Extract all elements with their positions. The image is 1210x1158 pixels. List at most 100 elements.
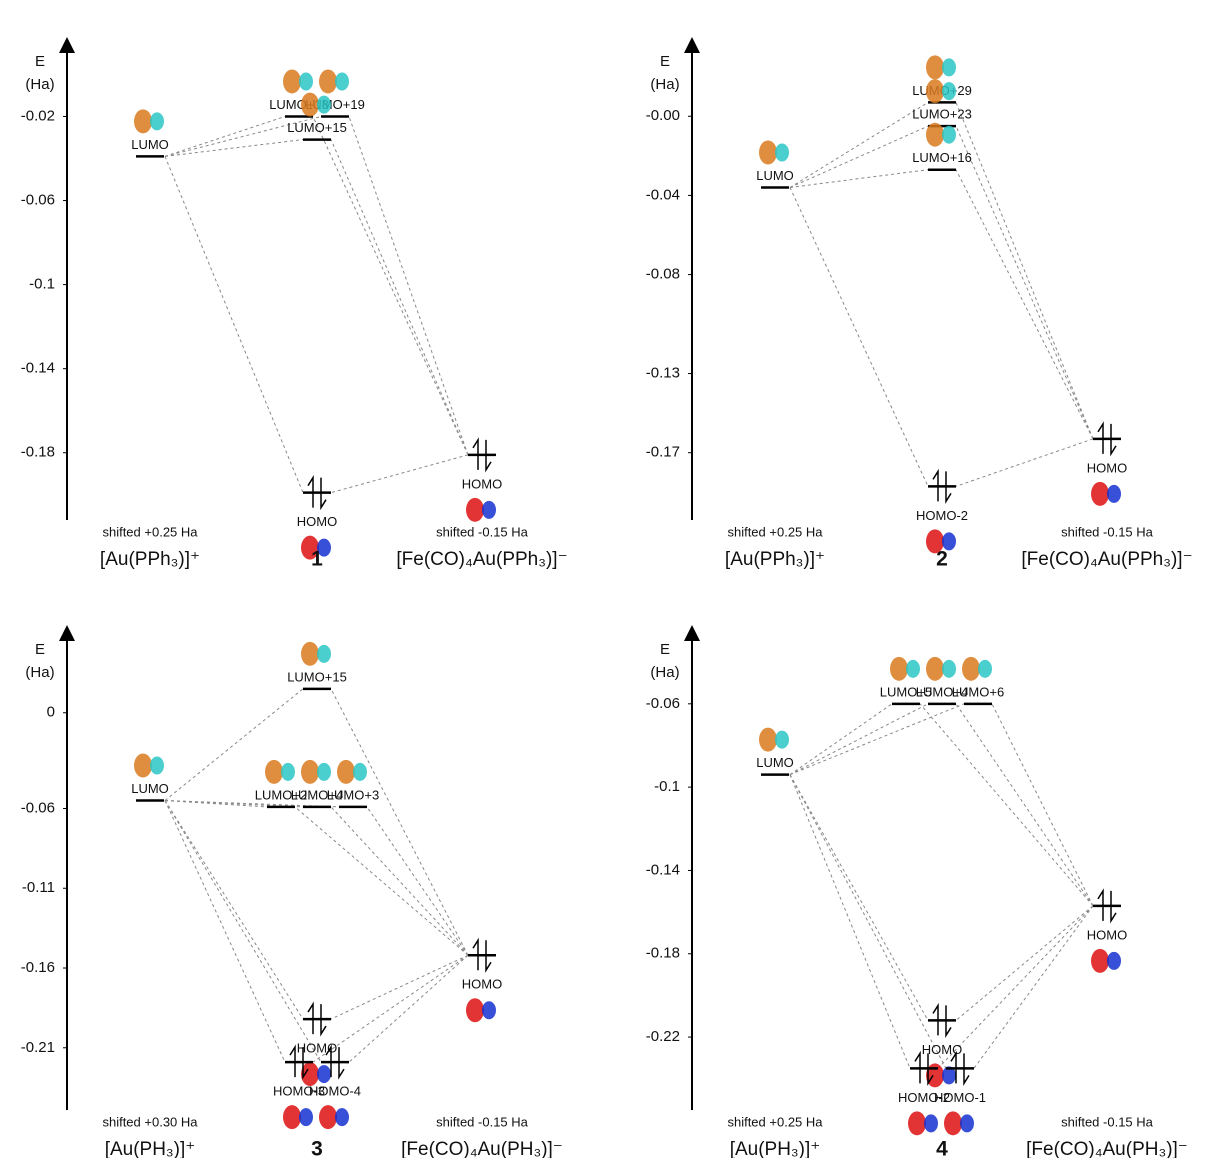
shift-note: shifted +0.30 Ha [102,1114,198,1129]
level-label: HOMO [1087,927,1127,942]
correlation-line [367,807,468,955]
level-label: HOMO [1087,460,1127,475]
orbital-lobe [335,72,349,90]
orbital-lobe [942,126,956,144]
orbital-lobe [283,1105,301,1129]
axis-unit: (Ha) [25,76,54,93]
y-tick-label: -0.17 [646,444,680,461]
orbital-lobe [134,754,152,778]
level-label: HOMO [462,977,502,992]
correlation-line [790,775,946,1069]
orbital-lobe [890,657,908,681]
y-tick-label: -0.18 [646,945,680,962]
y-tick-label: -0.14 [21,360,55,377]
y-tick-label: -0.08 [646,266,680,283]
complex-number: 3 [311,1138,323,1158]
orbital-lobe [317,645,331,663]
orbital-lobe [466,998,484,1022]
shift-note: shifted +0.25 Ha [102,524,198,539]
orbital-lobe [759,728,777,752]
complex-number: 1 [311,548,323,571]
correlation-line [331,807,468,955]
orbital-lobe [301,642,319,666]
correlation-line [974,906,1093,1068]
y-tick-label: -0.1 [29,276,55,293]
fragment-name: [Fe(CO)₄Au(PH₃)]⁻ [401,1139,563,1158]
correlation-line [165,801,321,1063]
orbital-lobe [926,79,944,103]
fragment-name: [Au(PH₃)]⁺ [730,1139,821,1158]
correlation-line [313,116,468,454]
orbital-lobe [319,1105,337,1129]
orbital-lobe [482,1001,496,1019]
fragment-name: [Au(PPh₃)]⁺ [725,549,825,570]
orbital-lobe [926,657,944,681]
axis-unit: (Ha) [25,664,54,681]
orbital-lobe [978,660,992,678]
level-label: HOMO-4 [309,1084,361,1099]
correlation-line [331,140,468,455]
orbital-lobe [466,498,484,522]
axis-label: E [660,53,670,70]
correlation-line [790,775,910,1069]
correlation-line [331,455,468,493]
correlation-line [790,188,928,487]
mo-diagram: E(Ha)-0.02-0.06-0.1-0.14-0.18LUMOshifted… [21,45,568,571]
orbital-lobe [924,1114,938,1132]
orbital-lobe [150,757,164,775]
orbital-lobe [265,760,283,784]
shift-note: shifted -0.15 Ha [1061,1114,1154,1129]
correlation-line [956,439,1093,487]
orbital-lobe [319,69,337,93]
y-tick-label: -0.1 [654,778,680,795]
orbital-lobe [337,760,355,784]
correlation-line [165,689,303,801]
shift-note: shifted +0.25 Ha [727,1114,823,1129]
fragment-name: [Fe(CO)₄Au(PH₃)]⁻ [1026,1139,1188,1158]
orbital-lobe [942,58,956,76]
axis-label: E [660,641,670,658]
y-tick-label: -0.14 [646,861,680,878]
level-label: LUMO+15 [287,120,347,135]
orbital-lobe [317,96,331,114]
level-label: LUMO [131,781,169,796]
mo-diagram: E(Ha)-0.00-0.04-0.08-0.13-0.17LUMOshifte… [646,45,1193,571]
correlation-line [165,801,303,1020]
complex-number: 4 [936,1138,948,1158]
y-tick-label: -0.06 [21,191,55,208]
correlation-line [790,102,928,187]
orbital-lobe [942,660,956,678]
orbital-lobe [1091,949,1109,973]
level-label: LUMO+3 [327,787,379,802]
fragment-name: [Fe(CO)₄Au(PPh₃)]⁻ [1021,549,1192,570]
orbital-lobe [926,55,944,79]
correlation-line [790,775,928,1021]
correlation-line [956,102,1093,438]
correlation-line [956,170,1093,439]
figure: E(Ha)-0.02-0.06-0.1-0.14-0.18LUMOshifted… [0,0,1210,1158]
y-tick-label: -0.16 [21,959,55,976]
level-label: LUMO [756,755,794,770]
orbital-lobe [759,141,777,165]
fragment-name: [Fe(CO)₄Au(PPh₃)]⁻ [396,549,567,570]
orbital-lobe [1107,952,1121,970]
orbital-lobe [134,109,152,133]
orbital-lobe [926,123,944,147]
orbital-lobe [353,763,367,781]
level-label: HOMO-2 [916,508,968,523]
correlation-line [956,704,1093,906]
orbital-lobe [944,1111,962,1135]
correlation-line [165,116,285,156]
orbital-lobe [301,93,319,117]
axis-unit: (Ha) [650,664,679,681]
correlation-line [349,955,468,1062]
orbital-lobe [301,760,319,784]
axis-unit: (Ha) [650,76,679,93]
axis-label: E [35,641,45,658]
axis-label: E [35,53,45,70]
orbital-lobe [150,112,164,130]
shift-note: shifted -0.15 Ha [436,524,529,539]
orbital-lobe [942,82,956,100]
correlation-line [165,801,285,1063]
